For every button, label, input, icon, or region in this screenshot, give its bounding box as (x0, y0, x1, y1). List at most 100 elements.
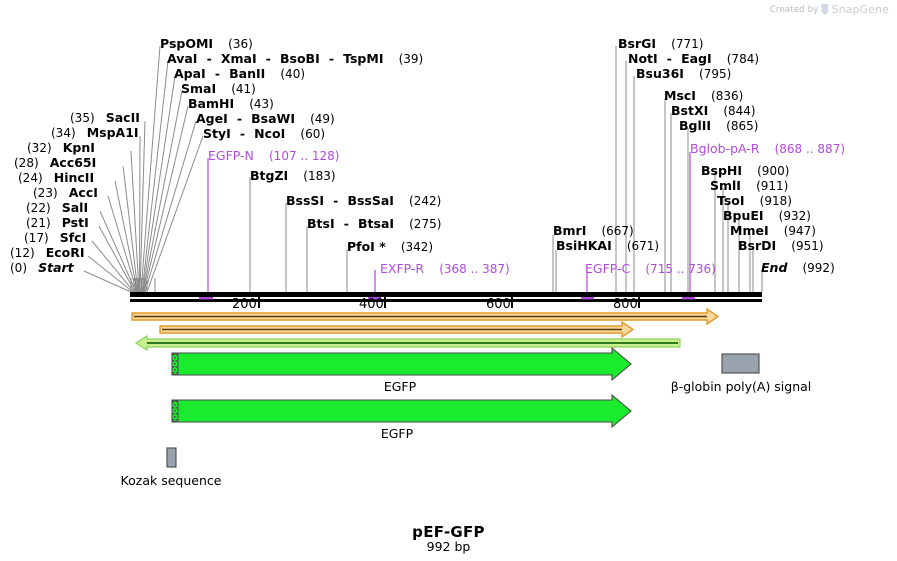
site-label-start[interactable]: (0) Start (10, 259, 74, 275)
site-label-avai-group[interactable]: AvaI - XmaI - BsoBI - TspMI (39) (167, 51, 424, 66)
primer-label-egfp-n[interactable]: EGFP-N (107 .. 128) (208, 147, 339, 163)
site-label-bglii[interactable]: BglII (865) (679, 117, 758, 133)
feature-label-polya: β-globin poly(A) signal (670, 379, 812, 394)
site-position: (34) (51, 126, 76, 140)
site-label-agei-group[interactable]: AgeI - BsaWI (49) (196, 111, 335, 126)
site-label-tsoi[interactable]: TsoI (918) (717, 192, 792, 208)
primer-label-exfp-r[interactable]: EXFP-R (368 .. 387) (380, 260, 510, 276)
site-label-bmri[interactable]: BmrI (667) (553, 222, 634, 238)
site-position: (932) (778, 209, 811, 223)
feature-polya-box (721, 353, 760, 374)
site-label-bamhi[interactable]: BamHI (43) (188, 95, 274, 111)
site-position: (43) (249, 97, 274, 111)
primer-marks (199, 297, 695, 300)
site-name: BssSaI (347, 193, 394, 208)
site-label-mspa1i[interactable]: (34) MspA1I (51, 124, 139, 140)
site-position: (947) (783, 224, 816, 238)
site-name: SacII (105, 110, 140, 125)
site-position: (918) (759, 194, 792, 208)
feature-egfp-arrow-2 (171, 393, 632, 429)
site-name: SmaI (181, 81, 217, 96)
site-label-btgzi[interactable]: BtgZI (183) (250, 167, 336, 183)
site-position: (667) (601, 224, 634, 238)
site-name: BtsaI (358, 216, 395, 231)
site-name: PspOMI (160, 36, 214, 51)
site-position: (60) (300, 127, 326, 141)
site-label-acci[interactable]: (23) AccI (33, 184, 98, 200)
site-name: ApaI (174, 66, 206, 81)
site-label-bsphi[interactable]: BspHI (900) (701, 162, 789, 178)
site-position: (771) (671, 37, 704, 51)
site-name: HincII (53, 170, 95, 185)
site-label-btsi-group[interactable]: BtsI - BtsaI (275) (307, 216, 442, 231)
site-label-psti[interactable]: (21) PstI (26, 214, 89, 230)
site-label-bsrgi[interactable]: BsrGI (771) (618, 35, 703, 51)
site-label-sacii[interactable]: (35) SacII (70, 109, 140, 125)
plasmid-name: pEF-GFP (412, 523, 485, 541)
site-label-acc65i[interactable]: (28) Acc65I (14, 154, 96, 170)
site-position: (784) (726, 52, 760, 66)
site-label-bstxi[interactable]: BstXI (844) (671, 102, 756, 118)
primer-label-egfp-c[interactable]: EGFP-C (715 .. 736) (585, 260, 716, 276)
site-label-mmei[interactable]: MmeI (947) (730, 222, 816, 238)
site-label-kpni[interactable]: (32) KpnI (27, 139, 95, 155)
site-label-bsssi-group[interactable]: BssSI - BssSaI (242) (286, 193, 442, 208)
site-position: (865) (726, 119, 759, 133)
site-position: (49) (310, 112, 335, 126)
site-position: (900) (757, 164, 790, 178)
site-position: (28) (14, 156, 39, 170)
site-label-noti-group[interactable]: NotI - EagI (784) (628, 51, 760, 66)
primer-range: (107 .. 128) (269, 149, 340, 163)
site-position: (41) (231, 82, 256, 96)
track-orange-arrow-2 (159, 320, 635, 339)
site-position: (992) (802, 261, 835, 275)
site-label-hincii[interactable]: (24) HincII (18, 169, 94, 185)
site-name: BssSI (286, 193, 325, 208)
site-name: TsoI (717, 193, 745, 208)
site-position: (35) (70, 111, 95, 125)
site-label-pfoi[interactable]: PfoI * (342) (347, 238, 433, 254)
site-position: (21) (26, 216, 51, 230)
site-position: (951) (791, 239, 824, 253)
site-name: BsrGI (618, 36, 657, 51)
site-label-sali[interactable]: (22) SalI (26, 199, 88, 215)
site-position: (844) (723, 104, 756, 118)
site-label-ecori[interactable]: (12) EcoRI (10, 244, 85, 260)
ruler-tick-label-600: 600 (486, 297, 511, 312)
site-label-pspomi[interactable]: PspOMI (36) (160, 35, 253, 51)
site-label-bsihkai[interactable]: BsiHKAI (671) (556, 237, 659, 253)
primer-range: (368 .. 387) (439, 262, 510, 276)
site-label-styi-group[interactable]: StyI - NcoI (60) (203, 126, 326, 141)
site-label-apai-group[interactable]: ApaI - BanII (40) (174, 66, 306, 81)
site-label-bsu36i[interactable]: Bsu36I (795) (636, 65, 731, 81)
site-name: Start (38, 260, 74, 275)
site-label-smli[interactable]: SmlI (911) (710, 177, 788, 193)
primer-name: Bglob-pA-R (690, 141, 760, 156)
snapgene-watermark: Created by SnapGene (770, 3, 889, 16)
site-name: BspHI (701, 163, 743, 178)
site-name: NcoI (254, 126, 286, 141)
site-name: PfoI * (347, 239, 386, 254)
site-label-end[interactable]: End (992) (761, 259, 835, 275)
site-name: SmlI (710, 178, 741, 193)
leader-lines-right (552, 46, 763, 292)
ruler-tick-label-800: 800 (613, 297, 638, 312)
site-name: AccI (68, 185, 98, 200)
site-name: EcoRI (45, 245, 85, 260)
site-name: BstXI (671, 103, 709, 118)
site-name: BanII (229, 66, 266, 81)
site-label-smai[interactable]: SmaI (41) (181, 80, 256, 96)
primer-name: EGFP-N (208, 148, 254, 163)
site-position: (12) (10, 246, 35, 260)
site-name: SfcI (59, 230, 87, 245)
primer-label-bglob-pa-r[interactable]: Bglob-pA-R (868 .. 887) (690, 140, 845, 156)
site-position: (17) (24, 231, 49, 245)
site-label-bpuei[interactable]: BpuEI (932) (723, 207, 811, 223)
site-name: BsoBI (280, 51, 320, 66)
feature-label-egfp-2: EGFP (380, 426, 414, 441)
site-label-bsrdi[interactable]: BsrDI (951) (738, 237, 824, 253)
site-name: StyI (203, 126, 231, 141)
site-label-msci[interactable]: MscI (836) (664, 87, 743, 103)
site-label-sfci[interactable]: (17) SfcI (24, 229, 86, 245)
site-name: BmrI (553, 223, 587, 238)
